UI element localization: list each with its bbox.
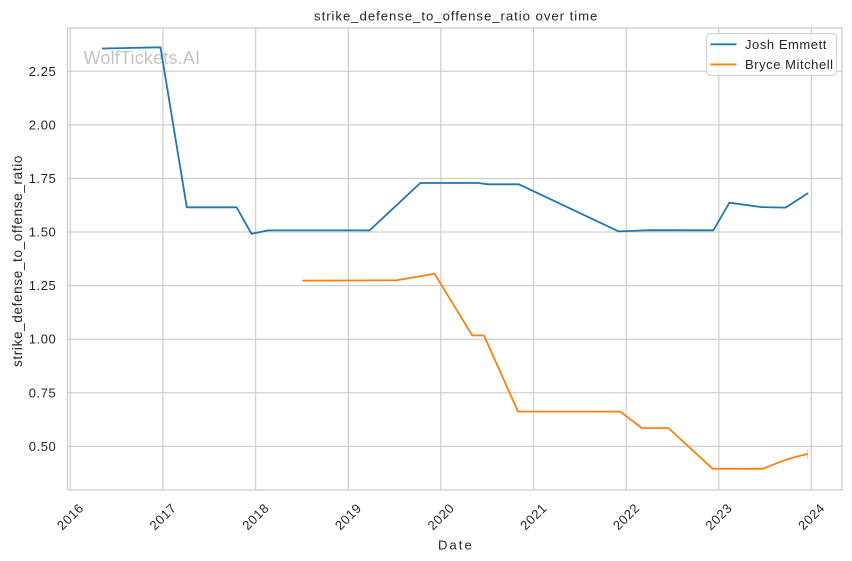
svg-text:Bryce Mitchell: Bryce Mitchell bbox=[745, 57, 834, 72]
svg-text:1.25: 1.25 bbox=[29, 278, 57, 293]
svg-text:1.50: 1.50 bbox=[29, 225, 57, 240]
svg-text:1.75: 1.75 bbox=[29, 171, 57, 186]
svg-text:strike_defense_to_offense_rati: strike_defense_to_offense_ratio over tim… bbox=[314, 8, 598, 23]
svg-text:0.50: 0.50 bbox=[29, 439, 57, 454]
svg-text:0.75: 0.75 bbox=[29, 385, 57, 400]
svg-text:Date: Date bbox=[438, 537, 474, 552]
svg-text:Josh Emmett: Josh Emmett bbox=[745, 37, 827, 52]
svg-text:WolfTickets.AI: WolfTickets.AI bbox=[84, 48, 201, 68]
svg-text:strike_defense_to_offense_rati: strike_defense_to_offense_ratio bbox=[10, 155, 25, 367]
svg-text:1.00: 1.00 bbox=[29, 332, 57, 347]
svg-text:2.00: 2.00 bbox=[29, 117, 57, 132]
svg-text:2.25: 2.25 bbox=[29, 64, 57, 79]
